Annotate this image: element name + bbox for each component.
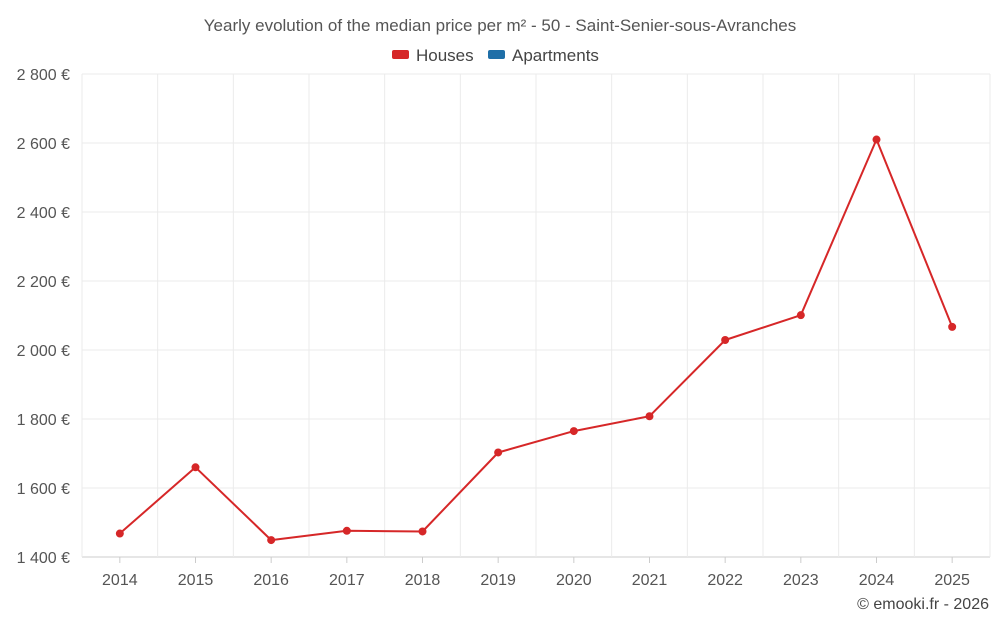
x-tick-label: 2017 bbox=[329, 572, 365, 589]
chart-title: Yearly evolution of the median price per… bbox=[204, 16, 796, 35]
x-tick-label: 2018 bbox=[405, 572, 441, 589]
x-tick-label: 2022 bbox=[707, 572, 743, 589]
credit: © emooki.fr - 2026 bbox=[857, 596, 989, 613]
y-tick-label: 2 200 € bbox=[17, 274, 70, 291]
legend-label-apartments[interactable]: Apartments bbox=[512, 46, 599, 65]
x-tick-label: 2021 bbox=[632, 572, 668, 589]
legend-label-houses[interactable]: Houses bbox=[416, 46, 474, 65]
x-tick-label: 2023 bbox=[783, 572, 819, 589]
data-point[interactable] bbox=[267, 536, 276, 545]
data-point[interactable] bbox=[191, 463, 200, 472]
legend-swatch-apartments bbox=[488, 50, 505, 59]
legend: Houses Apartments bbox=[392, 46, 599, 65]
y-tick-label: 1 400 € bbox=[17, 550, 70, 567]
data-point[interactable] bbox=[494, 448, 503, 457]
data-point[interactable] bbox=[418, 527, 427, 536]
x-tick-label: 2014 bbox=[102, 572, 138, 589]
legend-swatch-houses bbox=[392, 50, 409, 59]
x-tick-label: 2024 bbox=[859, 572, 895, 589]
data-point[interactable] bbox=[342, 526, 351, 535]
series-line-houses bbox=[119, 138, 954, 542]
series-houses bbox=[115, 135, 957, 545]
x-tick-label: 2016 bbox=[253, 572, 289, 589]
y-tick-label: 2 800 € bbox=[17, 67, 70, 84]
x-tick-label: 2020 bbox=[556, 572, 592, 589]
data-point[interactable] bbox=[948, 322, 957, 331]
data-point[interactable] bbox=[872, 135, 881, 144]
y-tick-label: 2 000 € bbox=[17, 343, 70, 360]
data-point[interactable] bbox=[721, 335, 730, 344]
data-point[interactable] bbox=[569, 427, 578, 436]
y-axis: 1 400 € 1 600 € 1 800 € 2 000 € 2 200 € 2 400… bbox=[17, 67, 70, 567]
y-tick-label: 1 600 € bbox=[17, 481, 70, 498]
grid bbox=[81, 73, 991, 558]
x-tick-label: 2025 bbox=[934, 572, 970, 589]
y-tick-label: 2 600 € bbox=[17, 136, 70, 153]
x-axis: 2014 2015 2016 2017 2018 2019 2020 2021 2022 2023… bbox=[102, 557, 970, 589]
data-point[interactable] bbox=[645, 412, 654, 421]
x-tick-label: 2019 bbox=[480, 572, 516, 589]
data-point[interactable] bbox=[115, 529, 124, 538]
y-tick-label: 1 800 € bbox=[17, 412, 70, 429]
data-point[interactable] bbox=[796, 311, 805, 320]
x-tick-label: 2015 bbox=[178, 572, 214, 589]
y-tick-label: 2 400 € bbox=[17, 205, 70, 222]
